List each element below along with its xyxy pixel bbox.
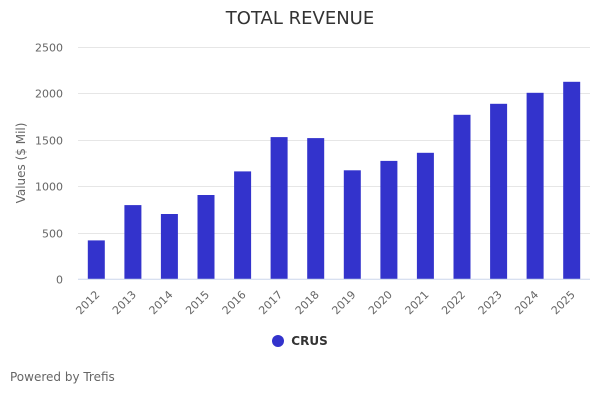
x-axis-ticks: 2012 2013 2014 2015 2016 2017 2018 2019 2020 2021… xyxy=(73,288,577,317)
y-tick-label: 500 xyxy=(42,228,63,241)
credits-link[interactable]: Powered by Trefis xyxy=(10,370,115,384)
y-axis-label: Values ($ Mil) xyxy=(14,123,28,204)
legend: CRUS xyxy=(0,334,600,348)
x-tick-label: 2021 xyxy=(403,288,432,317)
y-tick-label: 2000 xyxy=(35,88,63,101)
x-tick-label: 2023 xyxy=(476,288,505,317)
x-tick-label: 2019 xyxy=(329,288,358,317)
x-tick-label: 2017 xyxy=(256,288,285,317)
x-tick-label: 2025 xyxy=(549,288,578,317)
y-tick-label: 1000 xyxy=(35,181,63,194)
bar-2021[interactable] xyxy=(416,152,434,280)
x-tick-label: 2020 xyxy=(366,288,395,317)
bar-2012[interactable] xyxy=(87,240,105,280)
y-tick-label: 0 xyxy=(56,274,63,287)
bar-2014[interactable] xyxy=(160,214,178,280)
bar-2024[interactable] xyxy=(526,92,544,280)
bar-2018[interactable] xyxy=(307,138,325,280)
x-tick-label: 2018 xyxy=(293,288,322,317)
x-tick-label: 2022 xyxy=(439,288,468,317)
legend-label: CRUS xyxy=(291,334,328,348)
x-tick-label: 2013 xyxy=(110,288,139,317)
bar-series xyxy=(87,81,581,280)
bar-2016[interactable] xyxy=(234,171,252,280)
x-tick-label: 2024 xyxy=(512,288,541,317)
legend-marker-icon xyxy=(272,335,285,347)
bar-2013[interactable] xyxy=(124,205,142,280)
chart-title: TOTAL REVENUE xyxy=(225,8,375,29)
bar-2017[interactable] xyxy=(270,137,288,280)
y-axis-ticks: 0 500 1000 1500 2000 2500 xyxy=(35,42,63,287)
x-tick-label: 2015 xyxy=(183,288,212,317)
bar-2015[interactable] xyxy=(197,195,215,280)
bar-2023[interactable] xyxy=(490,103,508,280)
y-tick-label: 2500 xyxy=(35,42,63,55)
bar-2020[interactable] xyxy=(380,160,398,280)
x-tick-label: 2016 xyxy=(220,288,249,317)
bar-2022[interactable] xyxy=(453,114,471,280)
legend-item-crus[interactable]: CRUS xyxy=(272,334,328,348)
gridlines xyxy=(78,47,590,234)
bar-2025[interactable] xyxy=(563,81,581,280)
x-tick-label: 2014 xyxy=(147,288,176,317)
x-tick-label: 2012 xyxy=(73,288,102,317)
y-tick-label: 1500 xyxy=(35,135,63,148)
bar-2019[interactable] xyxy=(343,170,361,280)
